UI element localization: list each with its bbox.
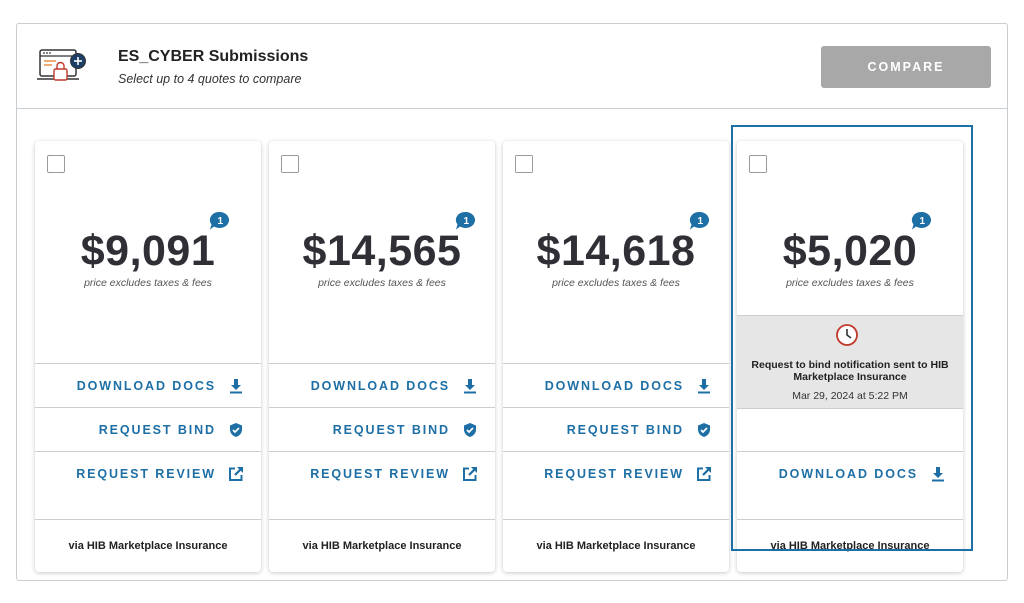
request-review-button[interactable]: REQUEST REVIEW [503,451,729,495]
download-docs-label: DOWNLOAD DOCS [544,378,684,393]
quote-source: via HIB Marketplace Insurance [737,519,963,572]
request-bind-label: REQUEST BIND [98,422,216,437]
page-subtitle: Select up to 4 quotes to compare [118,72,302,86]
request-review-label: REQUEST REVIEW [76,466,216,481]
shield-check-icon [230,422,242,437]
quote-checkbox[interactable] [749,155,767,173]
external-link-icon [229,466,243,481]
quote-source: via HIB Marketplace Insurance [35,519,261,572]
chat-bubble-icon[interactable]: 1 [911,211,933,231]
quote-card: $14,618 1 price excludes taxes & fees DO… [503,141,729,572]
external-link-icon [463,466,477,481]
price-note: price excludes taxes & fees [786,277,914,289]
external-link-icon [697,466,711,481]
quote-price: $14,618 1 [537,211,710,276]
cyber-laptop-lock-icon [37,49,86,81]
request-bind-label: REQUEST BIND [332,422,450,437]
download-icon [464,378,476,393]
request-review-label: REQUEST REVIEW [310,466,450,481]
download-icon [230,378,242,393]
quote-card-bind-requested: $5,020 1 price excludes taxes & fees Req… [737,141,963,572]
download-icon [932,466,944,481]
chat-bubble-icon[interactable]: 1 [209,211,231,231]
download-docs-button[interactable]: DOWNLOAD DOCS [737,451,963,495]
bind-notice-text: Request to bind notification sent to HIB… [751,359,949,383]
bind-notice-timestamp: Mar 29, 2024 at 5:22 PM [792,390,908,402]
download-docs-label: DOWNLOAD DOCS [310,378,450,393]
chat-bubble-icon[interactable]: 1 [455,211,477,231]
quote-card: $9,091 1 price excludes taxes & fees DOW… [35,141,261,572]
submissions-panel: ES_CYBER Submissions Select up to 4 quot… [16,23,1008,581]
shield-check-icon [698,422,710,437]
quote-price: $5,020 1 [783,211,932,276]
page-title: ES_CYBER Submissions [118,48,309,65]
request-review-label: REQUEST REVIEW [544,466,684,481]
quote-checkbox[interactable] [281,155,299,173]
svg-text:1: 1 [464,216,470,227]
quote-card: $14,565 1 price excludes taxes & fees DO… [269,141,495,572]
request-bind-button[interactable]: REQUEST BIND [35,407,261,451]
request-bind-label: REQUEST BIND [566,422,684,437]
svg-text:1: 1 [920,216,926,227]
price-note: price excludes taxes & fees [552,277,680,289]
compare-button[interactable]: COMPARE [821,46,991,88]
request-bind-button[interactable]: REQUEST BIND [503,407,729,451]
quote-source: via HIB Marketplace Insurance [503,519,729,572]
shield-check-icon [464,422,476,437]
quote-source: via HIB Marketplace Insurance [269,519,495,572]
request-review-button[interactable]: REQUEST REVIEW [269,451,495,495]
download-docs-button[interactable]: DOWNLOAD DOCS [503,363,729,407]
quote-checkbox[interactable] [47,155,65,173]
quote-checkbox[interactable] [515,155,533,173]
svg-text:1: 1 [218,216,224,227]
bind-notification: Request to bind notification sent to HIB… [737,315,963,408]
empty-row [737,408,963,452]
quote-price: $9,091 1 [81,211,230,276]
svg-text:1: 1 [698,216,704,227]
price-note: price excludes taxes & fees [318,277,446,289]
download-icon [698,378,710,393]
request-bind-button[interactable]: REQUEST BIND [269,407,495,451]
download-docs-label: DOWNLOAD DOCS [76,378,216,393]
download-docs-button[interactable]: DOWNLOAD DOCS [269,363,495,407]
clock-icon [836,324,858,346]
quote-price: $14,565 1 [303,211,476,276]
price-note: price excludes taxes & fees [84,277,212,289]
download-docs-label: DOWNLOAD DOCS [778,466,918,481]
request-review-button[interactable]: REQUEST REVIEW [35,451,261,495]
download-docs-button[interactable]: DOWNLOAD DOCS [35,363,261,407]
panel-header: ES_CYBER Submissions Select up to 4 quot… [17,24,1007,109]
chat-bubble-icon[interactable]: 1 [689,211,711,231]
